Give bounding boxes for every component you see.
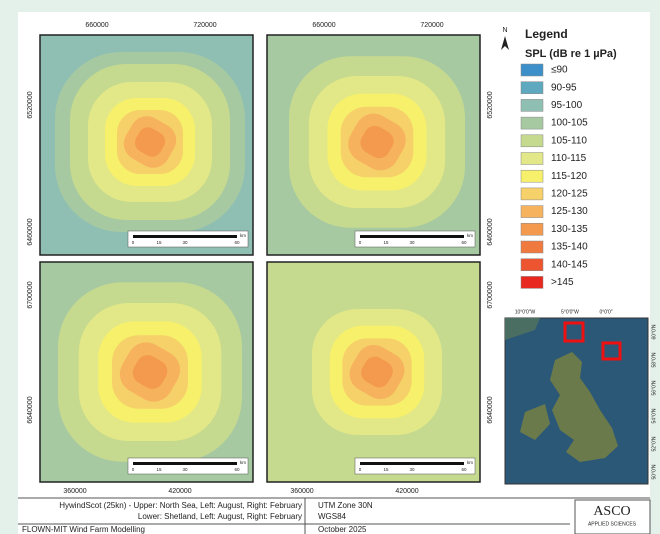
caption: HywindScot (25kn) - Upper: North Sea, Le… [59,501,302,510]
legend-subtitle: SPL (dB re 1 µPa) [525,48,617,60]
lon-label: 10°0'0"W [515,309,536,315]
lat-label: 56°0'N [651,380,657,395]
legend-label: 105-110 [551,135,587,146]
projection: UTM Zone 30N [318,501,373,510]
x-coord-label: 720000 [193,22,216,29]
legend-label: 95-100 [551,100,583,111]
north-label: N [502,27,507,34]
scale-box [355,231,475,247]
lat-label: 50°0'N [651,464,657,479]
scale-box [128,458,248,474]
scale-unit: km [240,460,246,465]
legend-swatch [521,153,543,165]
legend-label: 115-120 [551,171,587,182]
scale-unit: km [240,233,246,238]
legend-swatch [521,99,543,111]
legend-title: Legend [525,27,568,41]
y-coord-label: 6640000 [487,396,494,423]
legend-swatch [521,241,543,253]
scale-label: 30 [409,467,415,472]
legend-label: 110-115 [551,153,587,164]
legend-label: 125-130 [551,206,588,217]
legend-label: ≤90 [551,65,568,76]
scale-label: 30 [182,240,188,245]
y-coord-label: 6460000 [487,218,494,245]
y-coord-label: 6700000 [27,281,34,308]
legend-swatch [521,206,543,218]
sound-map [267,35,480,255]
scale-label: 60 [234,467,240,472]
logo-sub: APPLIED SCIENCES [588,521,637,527]
legend-label: 120-125 [551,189,588,200]
x-coord-label: 420000 [395,488,418,495]
y-coord-label: 6700000 [487,281,494,308]
lat-label: 52°0'N [651,436,657,451]
scale-label: 15 [156,240,162,245]
page: 0153060km6600007200006520000646000001530… [0,0,660,534]
legend-label: 130-135 [551,224,588,235]
legend-swatch [521,276,543,288]
scale-unit: km [467,460,473,465]
legend-swatch [521,64,543,76]
scale-label: 30 [409,240,415,245]
legend-swatch [521,188,543,200]
lat-label: 60°0'N [651,324,657,339]
legend-swatch [521,259,543,271]
lon-label: 5°0'0"W [561,309,579,315]
legend-swatch [521,82,543,94]
sound-map [267,262,480,482]
scale-label: 60 [461,467,467,472]
y-coord-label: 6640000 [27,396,34,423]
logo: ASCO [593,504,630,519]
x-coord-label: 720000 [420,22,443,29]
caption: Lower: Shetland, Left: August, Right: Fe… [138,512,302,521]
scale-box [128,231,248,247]
figure: 0153060km6600007200006520000646000001530… [0,0,660,534]
project: FLOWN-MIT Wind Farm Modelling [22,525,145,534]
scale-label: 15 [383,467,389,472]
scale-bar [360,462,464,465]
sound-map [40,35,253,255]
scale-label: 30 [182,467,188,472]
scale-label: 15 [383,240,389,245]
inset-map: 10°0'0"W 5°0'0"W 0°0'0" 60°0'N 58°0'N 56°0'N 5… [505,309,657,484]
scale-box [355,458,475,474]
scale-label: 60 [461,240,467,245]
y-coord-label: 6520000 [27,91,34,118]
y-coord-label: 6460000 [27,218,34,245]
legend-swatch [521,223,543,235]
lon-label: 0°0'0" [599,309,612,315]
scale-label: 15 [156,467,162,472]
legend-label: >145 [551,277,574,288]
legend-label: 90-95 [551,82,577,93]
x-coord-label: 360000 [290,488,313,495]
legend-swatch [521,117,543,129]
scale-unit: km [467,233,473,238]
legend-swatch [521,170,543,182]
scale-label: 60 [234,240,240,245]
y-coord-label: 6520000 [487,91,494,118]
sound-map [40,262,253,482]
legend-label: 140-145 [551,259,588,270]
scale-bar [133,235,237,238]
scale-bar [133,462,237,465]
x-coord-label: 660000 [85,22,108,29]
lat-label: 58°0'N [651,352,657,367]
date: October 2025 [318,525,367,534]
legend-swatch [521,135,543,147]
x-coord-label: 360000 [63,488,86,495]
scale-bar [360,235,464,238]
legend-label: 100-105 [551,118,588,129]
datum: WGS84 [318,512,347,521]
x-coord-label: 420000 [168,488,191,495]
legend-label: 135-140 [551,242,588,253]
lat-label: 54°0'N [651,408,657,423]
x-coord-label: 660000 [312,22,335,29]
